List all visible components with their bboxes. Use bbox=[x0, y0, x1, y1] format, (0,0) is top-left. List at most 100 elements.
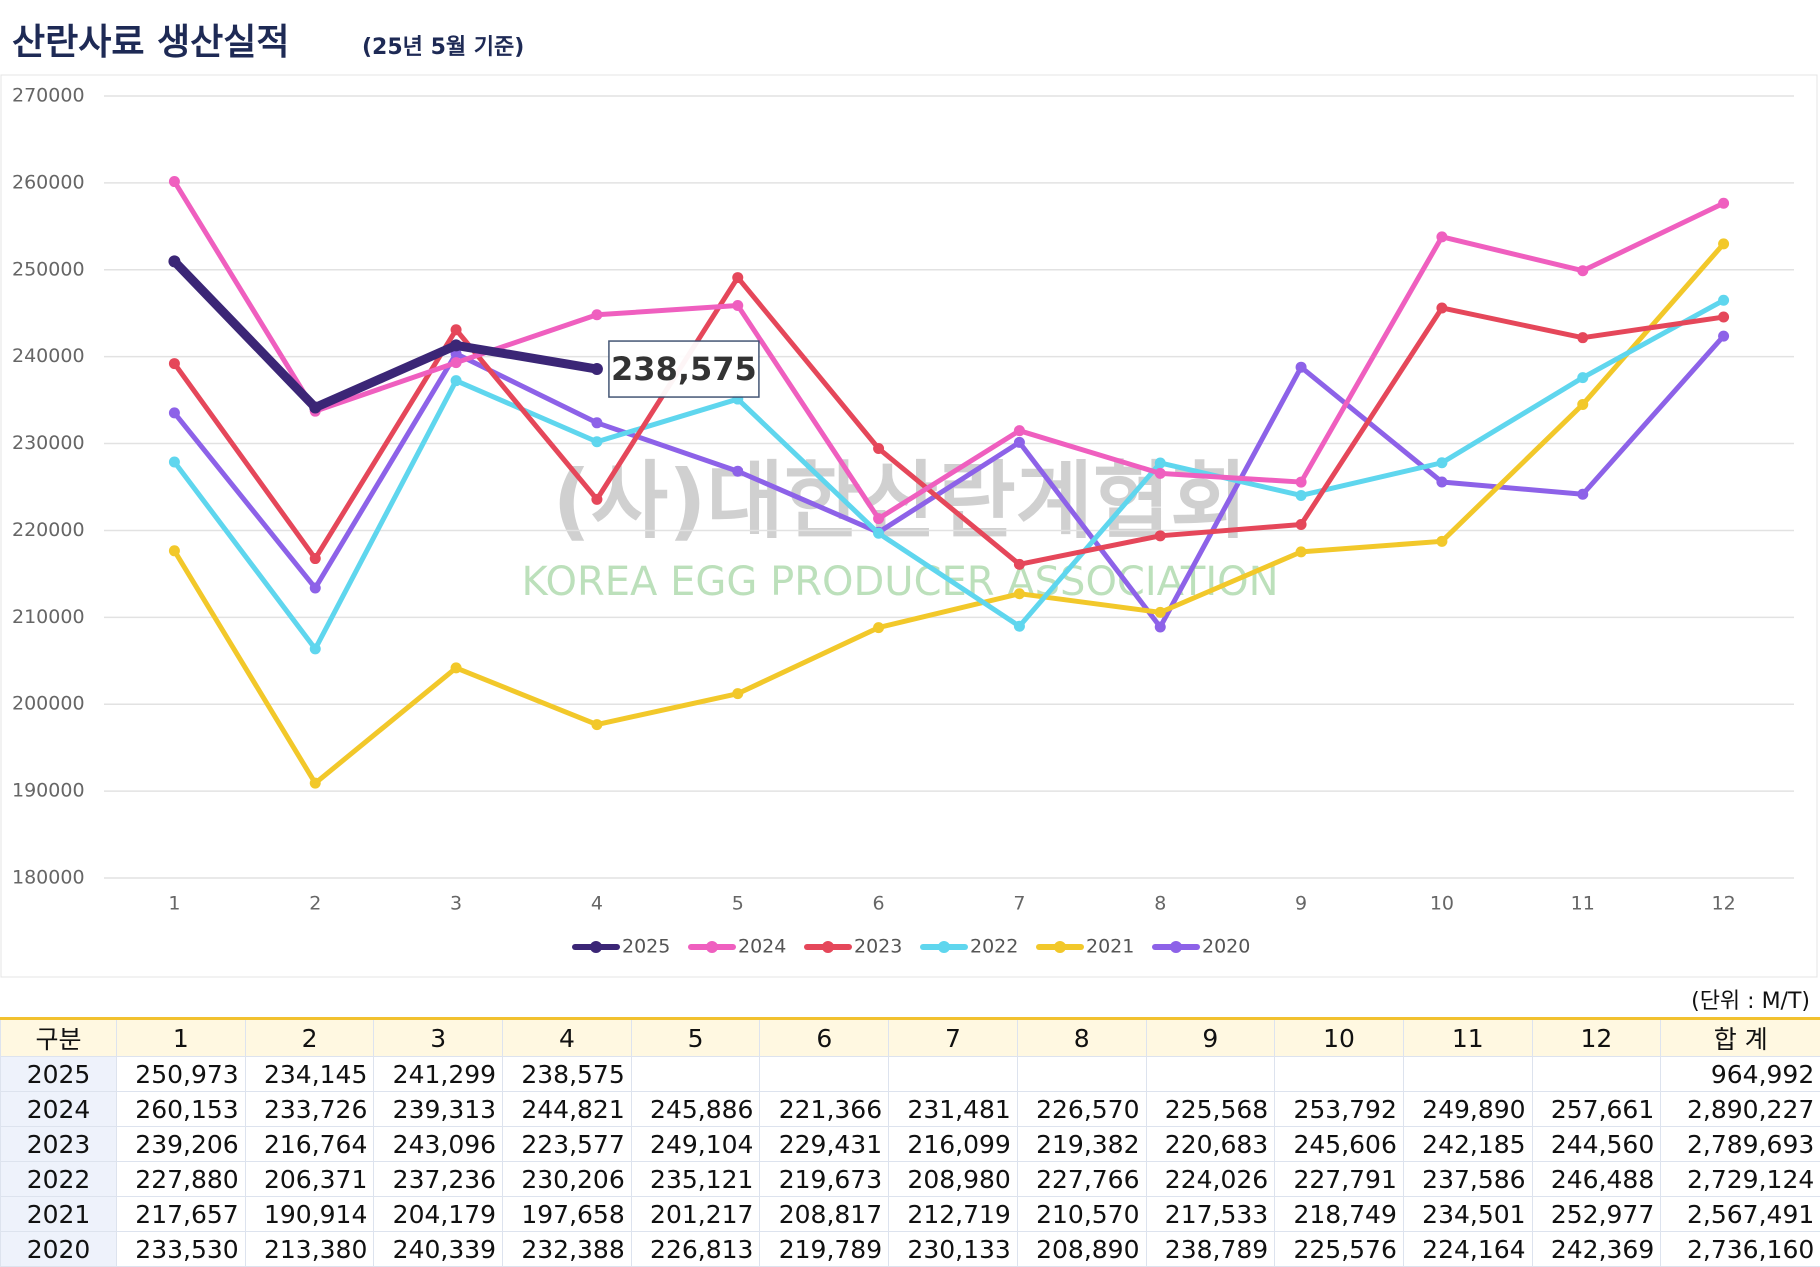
table-cell: 2020 bbox=[1, 1232, 117, 1267]
table-cell bbox=[1532, 1057, 1661, 1092]
point bbox=[1577, 372, 1588, 383]
point bbox=[1436, 231, 1447, 242]
legend-label: 2023 bbox=[854, 936, 902, 958]
table-cell: 257,661 bbox=[1532, 1092, 1661, 1127]
x-tick-label: 7 bbox=[1013, 893, 1025, 915]
table-cell: 2,890,227 bbox=[1661, 1092, 1820, 1127]
y-tick-label: 270000 bbox=[12, 85, 85, 107]
table-cell: 208,890 bbox=[1017, 1232, 1146, 1267]
legend-dot bbox=[1170, 941, 1182, 953]
table-cell: 190,914 bbox=[245, 1197, 374, 1232]
point bbox=[732, 272, 743, 283]
annotation: 238,575 bbox=[611, 350, 757, 388]
header-cell: 11 bbox=[1403, 1019, 1532, 1057]
table-cell: 219,789 bbox=[760, 1232, 889, 1267]
x-tick-label: 10 bbox=[1430, 893, 1454, 915]
legend-label: 2024 bbox=[738, 936, 786, 958]
x-tick-label: 1 bbox=[168, 893, 180, 915]
point bbox=[450, 339, 462, 351]
point bbox=[1014, 425, 1025, 436]
point bbox=[451, 324, 462, 335]
table-cell: 245,886 bbox=[631, 1092, 760, 1127]
chart-title: 산란사료 생산실적 bbox=[12, 22, 290, 63]
point bbox=[591, 363, 603, 375]
point bbox=[1577, 332, 1588, 343]
table-cell: 239,313 bbox=[374, 1092, 503, 1127]
point bbox=[873, 622, 884, 633]
point bbox=[1577, 265, 1588, 276]
point bbox=[1014, 621, 1025, 632]
point bbox=[451, 375, 462, 386]
y-tick-label: 260000 bbox=[12, 171, 85, 193]
table-cell: 224,026 bbox=[1146, 1162, 1275, 1197]
header-cell: 9 bbox=[1146, 1019, 1275, 1057]
table-cell: 208,980 bbox=[889, 1162, 1018, 1197]
table-cell: 208,817 bbox=[760, 1197, 889, 1232]
table-cell: 212,719 bbox=[889, 1197, 1018, 1232]
table-cell: 219,673 bbox=[760, 1162, 889, 1197]
point bbox=[309, 402, 321, 414]
point bbox=[732, 466, 743, 477]
table-cell: 241,299 bbox=[374, 1057, 503, 1092]
x-tick-label: 4 bbox=[591, 893, 603, 915]
table-cell: 216,764 bbox=[245, 1127, 374, 1162]
table-cell: 234,145 bbox=[245, 1057, 374, 1092]
header-cell: 3 bbox=[374, 1019, 503, 1057]
legend-dot bbox=[590, 941, 602, 953]
table-cell: 2,729,124 bbox=[1661, 1162, 1820, 1197]
table-cell: 252,977 bbox=[1532, 1197, 1661, 1232]
table-cell: 217,533 bbox=[1146, 1197, 1275, 1232]
point bbox=[169, 456, 180, 467]
table-cell: 2022 bbox=[1, 1162, 117, 1197]
table-cell: 246,488 bbox=[1532, 1162, 1661, 1197]
x-tick-label: 12 bbox=[1711, 893, 1735, 915]
table-cell: 227,766 bbox=[1017, 1162, 1146, 1197]
header-cell: 합 계 bbox=[1661, 1019, 1820, 1057]
legend-label: 2022 bbox=[970, 936, 1018, 958]
point bbox=[591, 494, 602, 505]
table-cell: 204,179 bbox=[374, 1197, 503, 1232]
table-cell: 244,821 bbox=[503, 1092, 632, 1127]
point bbox=[1014, 559, 1025, 570]
point bbox=[1577, 399, 1588, 410]
table-cell: 230,206 bbox=[503, 1162, 632, 1197]
legend-dot bbox=[822, 941, 834, 953]
table-cell: 231,481 bbox=[889, 1092, 1018, 1127]
table-cell: 235,121 bbox=[631, 1162, 760, 1197]
table-cell: 227,791 bbox=[1275, 1162, 1404, 1197]
table-cell: 223,577 bbox=[503, 1127, 632, 1162]
header-cell: 7 bbox=[889, 1019, 1018, 1057]
table-cell: 218,749 bbox=[1275, 1197, 1404, 1232]
table-cell: 2021 bbox=[1, 1197, 117, 1232]
y-tick-label: 190000 bbox=[12, 780, 85, 802]
x-tick-label: 3 bbox=[450, 893, 462, 915]
point bbox=[1718, 238, 1729, 249]
point bbox=[1718, 198, 1729, 209]
point bbox=[169, 407, 180, 418]
table-cell bbox=[1017, 1057, 1146, 1092]
point bbox=[732, 688, 743, 699]
point bbox=[310, 778, 321, 789]
table-cell: 233,530 bbox=[117, 1232, 246, 1267]
legend-dot bbox=[706, 941, 718, 953]
header-cell: 12 bbox=[1532, 1019, 1661, 1057]
point bbox=[1718, 312, 1729, 323]
y-tick-label: 230000 bbox=[12, 432, 85, 454]
table-cell bbox=[631, 1057, 760, 1092]
point bbox=[1155, 468, 1166, 479]
table-cell bbox=[1403, 1057, 1532, 1092]
point bbox=[732, 300, 743, 311]
point bbox=[1436, 536, 1447, 547]
table-cell: 225,576 bbox=[1275, 1232, 1404, 1267]
point bbox=[1296, 519, 1307, 530]
table-cell: 225,568 bbox=[1146, 1092, 1275, 1127]
point bbox=[310, 582, 321, 593]
chart-subtitle: (25년 5월 기준) bbox=[362, 35, 524, 60]
point bbox=[873, 513, 884, 524]
table-cell: 2025 bbox=[1, 1057, 117, 1092]
point bbox=[1436, 476, 1447, 487]
point bbox=[451, 357, 462, 368]
